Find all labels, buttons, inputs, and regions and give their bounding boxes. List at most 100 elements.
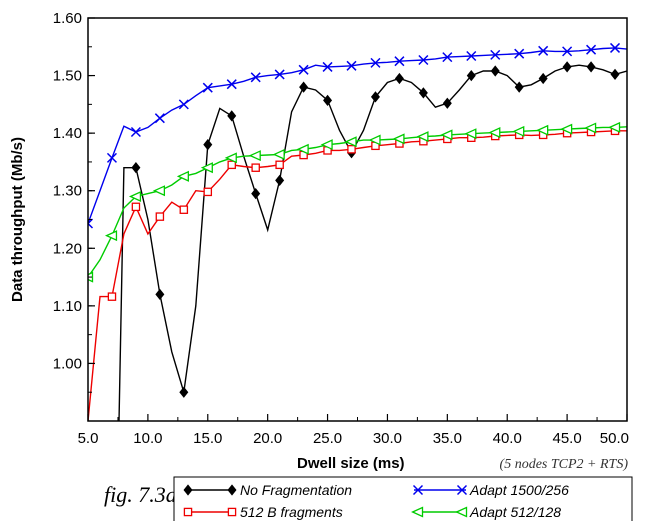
data-point bbox=[346, 60, 357, 71]
data-point bbox=[274, 69, 285, 80]
legend-label: Adapt 512/128 bbox=[469, 504, 561, 520]
data-point bbox=[392, 133, 405, 145]
data-point bbox=[152, 185, 166, 197]
data-point bbox=[296, 143, 309, 155]
data-point bbox=[227, 110, 237, 122]
legend-entry: Adapt 1500/256 bbox=[412, 482, 569, 498]
data-point bbox=[298, 64, 309, 75]
data-point bbox=[418, 54, 429, 66]
data-point bbox=[176, 170, 189, 182]
legend-marker bbox=[411, 506, 424, 518]
data-point bbox=[512, 125, 525, 137]
data-point bbox=[248, 150, 261, 162]
legend-label: 512 B fragments bbox=[240, 504, 343, 520]
series-adapt-512-128 bbox=[88, 121, 627, 283]
data-point bbox=[440, 129, 453, 141]
data-point bbox=[226, 79, 237, 90]
data-point bbox=[586, 61, 596, 73]
data-point bbox=[514, 81, 524, 93]
figure-caption: fig. 7.3a bbox=[104, 482, 177, 507]
data-point bbox=[490, 65, 500, 77]
data-point bbox=[200, 162, 213, 174]
data-point bbox=[344, 136, 357, 148]
data-point bbox=[488, 127, 501, 139]
data-point bbox=[275, 174, 285, 186]
x-axis: 5.0 10.0 15.0 20.0 25.0 30.0 35.0 40.0 45.0 50.0 bbox=[78, 414, 629, 447]
data-point bbox=[107, 292, 117, 301]
y-tick-label: 1.00 bbox=[53, 355, 82, 372]
data-point bbox=[299, 81, 309, 93]
x-tick-label: 25.0 bbox=[313, 430, 342, 447]
legend-marker bbox=[227, 507, 237, 517]
series-512-b-fragments bbox=[88, 126, 627, 421]
data-point bbox=[608, 121, 621, 133]
series-line-no-fragmentation bbox=[118, 64, 627, 421]
legend-marker bbox=[183, 484, 193, 496]
data-point bbox=[88, 218, 94, 229]
data-point bbox=[442, 97, 452, 109]
data-point bbox=[466, 69, 476, 82]
data-point bbox=[272, 148, 285, 160]
legend-label: No Fragmentation bbox=[240, 482, 352, 498]
y-axis: 1.00 1.10 1.20 1.30 1.40 1.50 1.60 bbox=[53, 10, 95, 422]
data-point bbox=[154, 113, 165, 124]
legend-box bbox=[173, 476, 633, 521]
data-point bbox=[418, 87, 428, 99]
x-axis-label: Dwell size (ms) bbox=[297, 455, 405, 472]
data-point bbox=[464, 128, 477, 140]
data-point bbox=[202, 82, 213, 93]
data-point bbox=[538, 45, 549, 56]
legend-marker bbox=[183, 507, 193, 517]
data-point bbox=[322, 61, 333, 72]
data-point bbox=[562, 61, 572, 73]
x-tick-label: 35.0 bbox=[433, 430, 462, 447]
series-no-fragmentation bbox=[118, 61, 627, 421]
x-tick-label: 20.0 bbox=[253, 430, 282, 447]
series-layer bbox=[88, 42, 627, 421]
data-point bbox=[130, 126, 141, 138]
legend-marker bbox=[456, 484, 468, 496]
data-point bbox=[584, 122, 597, 134]
chart-note: (5 nodes TCP2 + RTS) bbox=[500, 457, 629, 472]
data-point bbox=[394, 56, 405, 67]
data-point bbox=[323, 94, 333, 106]
data-point bbox=[586, 44, 597, 55]
legend-marker bbox=[455, 506, 468, 518]
data-point bbox=[609, 42, 621, 53]
data-point bbox=[179, 205, 189, 214]
data-point bbox=[560, 123, 573, 135]
x-tick-label: 5.0 bbox=[78, 430, 99, 447]
data-point bbox=[416, 131, 429, 143]
data-point bbox=[131, 202, 141, 212]
x-tick-label: 30.0 bbox=[373, 430, 402, 447]
data-point bbox=[128, 190, 142, 202]
data-point bbox=[251, 163, 260, 172]
legend-label: Adapt 1500/256 bbox=[469, 482, 569, 498]
data-point bbox=[155, 288, 165, 300]
data-point bbox=[106, 152, 117, 163]
y-tick-label: 1.50 bbox=[53, 68, 82, 85]
data-point bbox=[179, 386, 189, 398]
legend: No Fragmentation Adapt 1500/256 512 B frag… bbox=[173, 476, 633, 521]
y-tick-label: 1.60 bbox=[53, 10, 82, 27]
data-point bbox=[536, 124, 549, 136]
data-point bbox=[104, 230, 118, 242]
data-point bbox=[442, 52, 453, 63]
data-point bbox=[251, 187, 261, 200]
data-point bbox=[368, 134, 381, 146]
data-point bbox=[178, 99, 189, 110]
legend-entry: 512 B fragments bbox=[183, 504, 343, 520]
data-point bbox=[227, 160, 236, 170]
x-tick-label: 45.0 bbox=[553, 430, 582, 447]
data-point bbox=[370, 91, 380, 103]
x-tick-label: 50.0 bbox=[600, 430, 629, 447]
data-point bbox=[562, 46, 573, 57]
y-tick-label: 1.40 bbox=[53, 125, 82, 142]
data-point bbox=[224, 152, 237, 164]
legend-marker bbox=[412, 484, 424, 496]
data-point bbox=[538, 72, 548, 85]
y-tick-label: 1.10 bbox=[53, 298, 82, 315]
data-point bbox=[347, 145, 356, 154]
legend-entry: Adapt 512/128 bbox=[411, 504, 561, 520]
